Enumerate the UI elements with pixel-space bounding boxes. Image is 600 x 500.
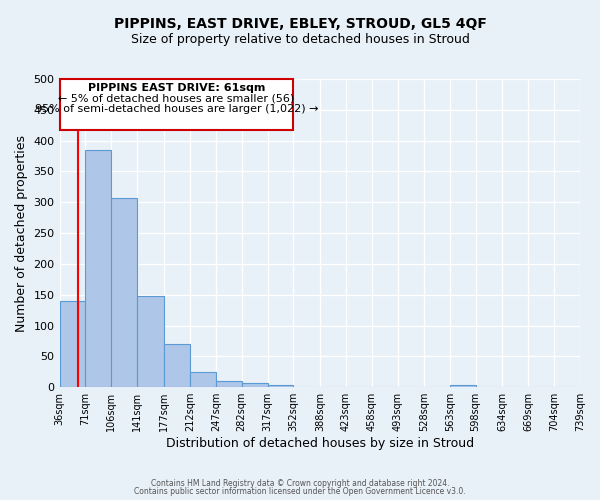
Text: Contains HM Land Registry data © Crown copyright and database right 2024.: Contains HM Land Registry data © Crown c… [151, 478, 449, 488]
Bar [190, 372, 216, 387]
Bar [242, 383, 268, 387]
Text: PIPPINS EAST DRIVE: 61sqm: PIPPINS EAST DRIVE: 61sqm [88, 84, 265, 94]
Bar [164, 344, 190, 387]
Bar [59, 79, 293, 130]
Text: Contains public sector information licensed under the Open Government Licence v3: Contains public sector information licen… [134, 487, 466, 496]
Bar [268, 386, 293, 387]
Text: ← 5% of detached houses are smaller (56): ← 5% of detached houses are smaller (56) [58, 94, 295, 104]
Bar [450, 384, 476, 387]
Bar [85, 150, 112, 387]
Text: Size of property relative to detached houses in Stroud: Size of property relative to detached ho… [131, 32, 469, 46]
Bar [112, 198, 137, 387]
Bar [59, 301, 85, 387]
Bar [216, 381, 242, 387]
Text: 95% of semi-detached houses are larger (1,022) →: 95% of semi-detached houses are larger (… [35, 104, 318, 115]
X-axis label: Distribution of detached houses by size in Stroud: Distribution of detached houses by size … [166, 437, 474, 450]
Y-axis label: Number of detached properties: Number of detached properties [15, 134, 28, 332]
Bar [137, 296, 164, 387]
Text: PIPPINS, EAST DRIVE, EBLEY, STROUD, GL5 4QF: PIPPINS, EAST DRIVE, EBLEY, STROUD, GL5 … [113, 18, 487, 32]
